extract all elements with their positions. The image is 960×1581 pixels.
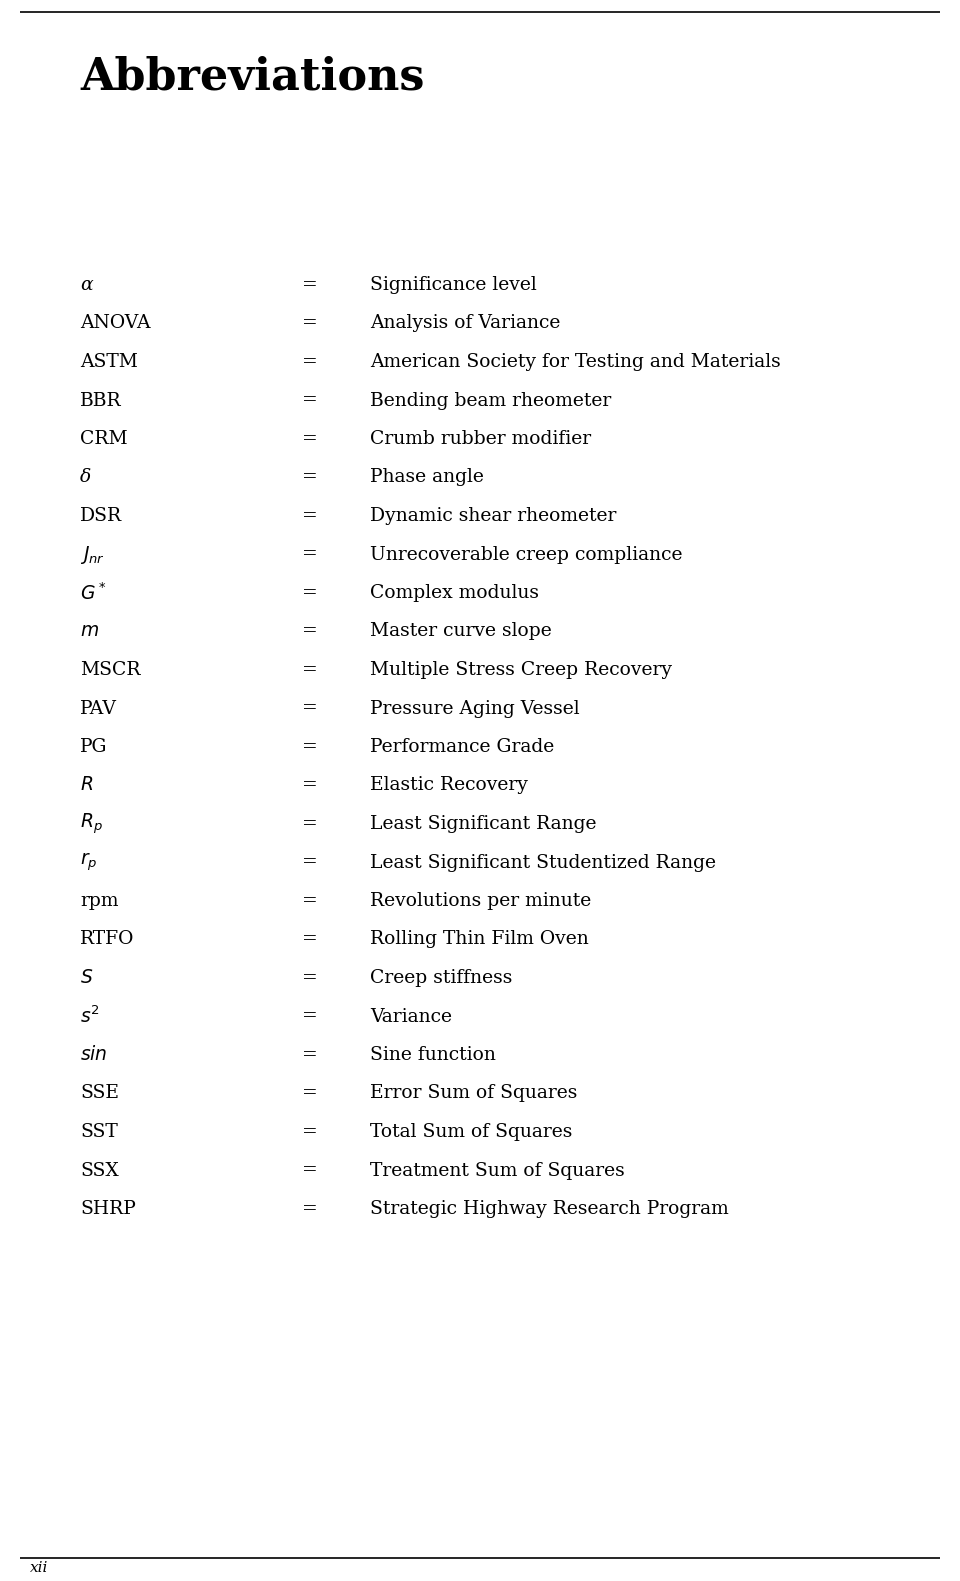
Text: BBR: BBR <box>80 392 122 409</box>
Text: =: = <box>302 776 318 795</box>
Text: =: = <box>302 277 318 294</box>
Text: =: = <box>302 931 318 949</box>
Text: PAV: PAV <box>80 699 117 718</box>
Text: =: = <box>302 623 318 640</box>
Text: =: = <box>302 738 318 756</box>
Text: $sin$: $sin$ <box>80 1045 108 1064</box>
Text: Elastic Recovery: Elastic Recovery <box>370 776 528 795</box>
Text: $m$: $m$ <box>80 623 99 640</box>
Text: Crumb rubber modifier: Crumb rubber modifier <box>370 430 591 447</box>
Text: Least Significant Studentized Range: Least Significant Studentized Range <box>370 854 716 871</box>
Text: =: = <box>302 545 318 563</box>
Text: RTFO: RTFO <box>80 931 134 949</box>
Text: Bending beam rheometer: Bending beam rheometer <box>370 392 612 409</box>
Text: SHRP: SHRP <box>80 1200 135 1217</box>
Text: MSCR: MSCR <box>80 661 140 678</box>
Text: Sine function: Sine function <box>370 1047 496 1064</box>
Text: $G^*$: $G^*$ <box>80 582 107 604</box>
Text: $r_p$: $r_p$ <box>80 852 98 873</box>
Text: =: = <box>302 969 318 987</box>
Text: xii: xii <box>30 1560 48 1575</box>
Text: =: = <box>302 814 318 833</box>
Text: SSX: SSX <box>80 1162 119 1179</box>
Text: =: = <box>302 353 318 372</box>
Text: Multiple Stress Creep Recovery: Multiple Stress Creep Recovery <box>370 661 672 678</box>
Text: DSR: DSR <box>80 508 122 525</box>
Text: Dynamic shear rheometer: Dynamic shear rheometer <box>370 508 616 525</box>
Text: =: = <box>302 661 318 678</box>
Text: =: = <box>302 315 318 332</box>
Text: δ: δ <box>80 468 91 487</box>
Text: =: = <box>302 1200 318 1217</box>
Text: $J_{nr}$: $J_{nr}$ <box>80 544 105 566</box>
Text: Abbreviations: Abbreviations <box>80 55 424 98</box>
Text: Complex modulus: Complex modulus <box>370 583 539 602</box>
Text: =: = <box>302 1047 318 1064</box>
Text: Unrecoverable creep compliance: Unrecoverable creep compliance <box>370 545 683 563</box>
Text: =: = <box>302 430 318 447</box>
Text: SSE: SSE <box>80 1085 119 1102</box>
Text: =: = <box>302 468 318 487</box>
Text: Creep stiffness: Creep stiffness <box>370 969 513 987</box>
Text: α: α <box>80 277 92 294</box>
Text: =: = <box>302 1162 318 1179</box>
Text: Analysis of Variance: Analysis of Variance <box>370 315 561 332</box>
Text: rpm: rpm <box>80 892 118 911</box>
Text: Pressure Aging Vessel: Pressure Aging Vessel <box>370 699 580 718</box>
Text: PG: PG <box>80 738 108 756</box>
Text: =: = <box>302 854 318 871</box>
Text: Performance Grade: Performance Grade <box>370 738 554 756</box>
Text: $R$: $R$ <box>80 776 93 795</box>
Text: ANOVA: ANOVA <box>80 315 151 332</box>
Text: $s^2$: $s^2$ <box>80 1006 100 1028</box>
Text: Least Significant Range: Least Significant Range <box>370 814 596 833</box>
Text: =: = <box>302 583 318 602</box>
Text: Strategic Highway Research Program: Strategic Highway Research Program <box>370 1200 729 1217</box>
Text: American Society for Testing and Materials: American Society for Testing and Materia… <box>370 353 780 372</box>
Text: =: = <box>302 892 318 911</box>
Text: =: = <box>302 699 318 718</box>
Text: Variance: Variance <box>370 1007 452 1026</box>
Text: Master curve slope: Master curve slope <box>370 623 552 640</box>
Text: Treatment Sum of Squares: Treatment Sum of Squares <box>370 1162 625 1179</box>
Text: Revolutions per minute: Revolutions per minute <box>370 892 591 911</box>
Text: CRM: CRM <box>80 430 128 447</box>
Text: Significance level: Significance level <box>370 277 537 294</box>
Text: ASTM: ASTM <box>80 353 138 372</box>
Text: =: = <box>302 392 318 409</box>
Text: =: = <box>302 1007 318 1026</box>
Text: =: = <box>302 1085 318 1102</box>
Text: Rolling Thin Film Oven: Rolling Thin Film Oven <box>370 931 588 949</box>
Text: Phase angle: Phase angle <box>370 468 484 487</box>
Text: Error Sum of Squares: Error Sum of Squares <box>370 1085 577 1102</box>
Text: Total Sum of Squares: Total Sum of Squares <box>370 1123 572 1141</box>
Text: =: = <box>302 508 318 525</box>
Text: =: = <box>302 1123 318 1141</box>
Text: $R_p$: $R_p$ <box>80 811 103 836</box>
Text: $S$: $S$ <box>80 969 93 987</box>
Text: SST: SST <box>80 1123 118 1141</box>
